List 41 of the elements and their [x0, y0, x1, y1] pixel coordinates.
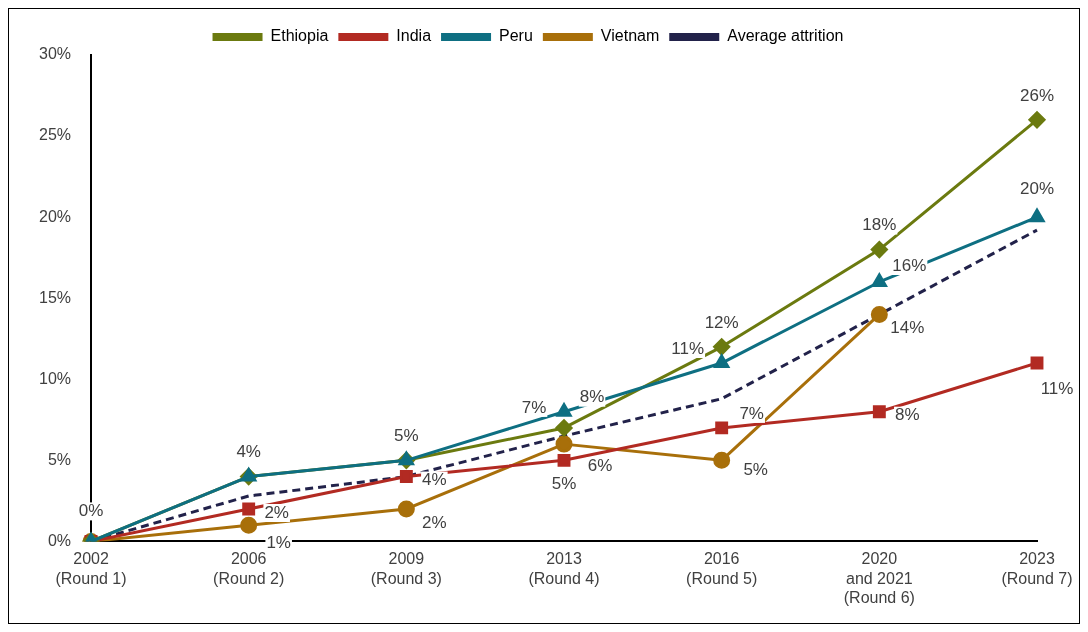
legend-label: Vietnam [600, 27, 660, 45]
x-tick-label: 2009 (Round 3) [370, 550, 442, 587]
legend-label: Ethiopia [270, 27, 329, 45]
data-label: 4% [422, 470, 447, 490]
x-tick-label: 2020 and 2021 (Round 6) [843, 550, 915, 606]
y-tick-label: 5% [47, 450, 72, 468]
data-label: 16% [892, 255, 927, 275]
data-label: 2% [422, 512, 447, 532]
data-label: 4% [236, 442, 261, 462]
data-label: 26% [1019, 85, 1055, 105]
x-tick-label: 2023 (Round 7) [1001, 550, 1073, 587]
legend-label: Average attrition [727, 27, 844, 45]
x-tick-label: 2006 (Round 2) [213, 550, 285, 587]
data-label: 11% [1040, 378, 1074, 398]
data-label: 2% [264, 502, 289, 522]
data-label: 8% [895, 405, 920, 425]
y-tick-label: 15% [38, 288, 72, 306]
data-label: 1% [266, 532, 291, 552]
data-label: 5% [394, 426, 419, 446]
data-label: 12% [704, 312, 739, 332]
legend-label: India [396, 27, 432, 45]
data-label: 8% [579, 387, 605, 407]
y-tick-label: 30% [38, 45, 72, 63]
data-label: 5% [551, 474, 577, 494]
data-label: 0% [78, 501, 104, 521]
x-tick-label: 2013 (Round 4) [528, 550, 600, 587]
data-label: 7% [521, 397, 547, 417]
y-tick-label: 25% [38, 126, 72, 144]
data-label: 18% [862, 215, 897, 235]
data-label: 6% [587, 455, 613, 475]
data-label: 20% [1019, 178, 1055, 198]
x-tick-label: 2002 (Round 1) [55, 550, 127, 587]
data-label: 14% [890, 318, 925, 338]
y-tick-label: 20% [38, 207, 72, 225]
data-label: 5% [743, 460, 768, 480]
x-tick-label: 2016 (Round 5) [686, 550, 758, 587]
y-tick-label: 10% [38, 369, 72, 387]
legend-label: Peru [499, 27, 533, 45]
data-label: 7% [739, 403, 764, 423]
y-tick-label: 0% [47, 531, 72, 549]
data-label: 11% [671, 338, 705, 358]
